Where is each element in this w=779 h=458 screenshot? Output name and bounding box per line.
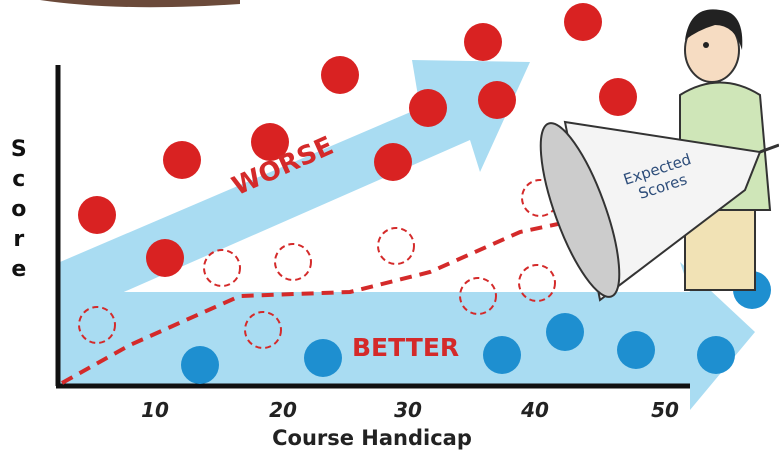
worse-points: [78, 3, 637, 277]
x-tick-label: 50: [651, 398, 679, 422]
expected-line: [61, 210, 616, 385]
top-decoration: [40, 0, 240, 8]
worse-arrow: [60, 60, 530, 320]
x-axis-label: Course Handicap: [272, 426, 472, 450]
y-axis-label: Score: [10, 137, 27, 282]
x-tick-label: 20: [269, 398, 297, 422]
x-tick-label: 10: [141, 398, 169, 422]
x-tick-label: 30: [394, 398, 422, 422]
better-label: BETTER: [352, 333, 460, 362]
megaphone: [539, 120, 779, 302]
x-tick-label: 40: [521, 398, 549, 422]
better-points: [181, 271, 771, 384]
